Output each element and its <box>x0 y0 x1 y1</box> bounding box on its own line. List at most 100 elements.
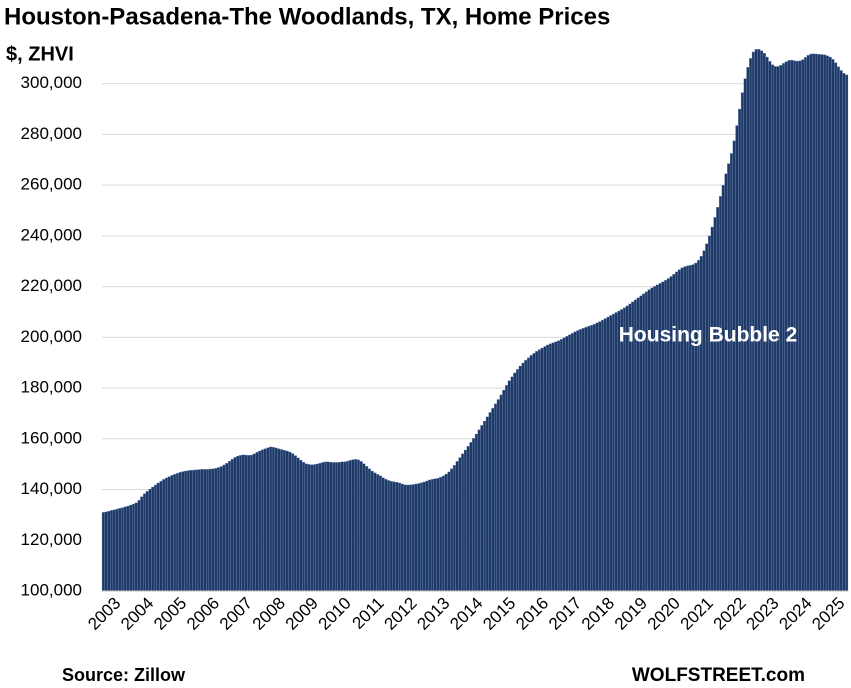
bar <box>419 482 424 592</box>
bar <box>543 346 547 592</box>
bar <box>258 450 262 592</box>
bar <box>565 336 569 592</box>
bar <box>809 53 813 592</box>
bar <box>441 475 445 592</box>
bar <box>628 303 632 592</box>
bar <box>365 466 369 592</box>
bar <box>433 478 437 592</box>
bar <box>622 307 626 592</box>
bar <box>334 462 339 592</box>
bar <box>370 470 374 592</box>
bar <box>348 460 352 592</box>
bar <box>400 483 404 592</box>
bar <box>557 340 561 592</box>
bar <box>277 448 281 592</box>
x-tick-label: 2011 <box>348 594 387 633</box>
bar <box>436 477 440 592</box>
bar <box>123 506 127 592</box>
bar <box>266 447 270 592</box>
bar <box>691 264 695 592</box>
bar <box>683 266 687 592</box>
bar <box>233 457 237 592</box>
y-tick-label: 300,000 <box>21 73 82 92</box>
bar <box>217 467 221 592</box>
x-tick-label: 2020 <box>644 594 684 634</box>
bar <box>126 505 130 592</box>
bar <box>255 452 259 592</box>
bar <box>296 457 300 592</box>
bar <box>494 403 498 592</box>
bar <box>546 344 550 592</box>
bar <box>614 312 618 592</box>
bar <box>293 455 297 592</box>
bar <box>699 256 703 592</box>
bar <box>754 49 758 592</box>
bar <box>376 474 380 592</box>
bar <box>140 496 144 592</box>
bar <box>751 51 755 592</box>
bar <box>206 469 210 592</box>
bar <box>694 262 698 592</box>
bar <box>340 461 344 592</box>
bar <box>463 449 467 592</box>
bar <box>524 360 528 592</box>
bar <box>104 511 108 592</box>
bar <box>603 318 607 592</box>
bar <box>291 453 295 592</box>
y-tick-label: 100,000 <box>21 580 82 599</box>
bar <box>803 57 808 592</box>
bar <box>496 399 500 592</box>
bar <box>540 347 544 592</box>
bar <box>145 491 149 592</box>
bar <box>299 459 303 592</box>
bar <box>732 140 736 592</box>
bar <box>713 217 717 592</box>
x-tick-label: 2019 <box>611 594 651 634</box>
y-tick-label: 280,000 <box>21 124 82 143</box>
bar <box>288 451 292 592</box>
bar <box>307 464 311 592</box>
bar <box>526 357 531 592</box>
bar <box>839 70 843 592</box>
bar <box>513 372 517 592</box>
bar <box>228 460 232 592</box>
bar <box>738 108 742 592</box>
bar <box>461 453 465 592</box>
bar <box>332 462 336 592</box>
bar <box>142 493 147 592</box>
x-tick-label: 2025 <box>808 594 848 634</box>
bar <box>326 461 330 592</box>
x-tick-label: 2010 <box>315 594 355 634</box>
x-tick-label: 2017 <box>545 594 585 634</box>
bar <box>159 481 163 592</box>
bar <box>814 53 818 592</box>
bar <box>606 316 610 592</box>
bar <box>537 349 541 592</box>
bar <box>477 429 481 592</box>
x-tick-label: 2013 <box>413 594 453 634</box>
bar <box>417 483 421 592</box>
bar <box>724 173 728 592</box>
bar <box>186 470 190 592</box>
bar <box>831 59 835 592</box>
bar <box>409 484 413 592</box>
source: Source: Zillow <box>62 665 186 685</box>
bar <box>590 325 594 592</box>
x-tick-label: 2012 <box>380 594 420 634</box>
bar <box>718 196 722 592</box>
bar <box>354 459 358 592</box>
bar <box>450 468 454 592</box>
bar <box>617 310 621 592</box>
bar <box>488 412 492 592</box>
bar <box>244 454 248 592</box>
bar <box>505 385 509 592</box>
x-tick-label: 2007 <box>216 594 256 634</box>
bar <box>249 454 253 592</box>
bar <box>845 74 849 592</box>
bar <box>507 380 511 592</box>
bar <box>384 478 388 592</box>
bar <box>579 329 583 592</box>
bar <box>411 484 415 592</box>
bar <box>175 473 179 592</box>
